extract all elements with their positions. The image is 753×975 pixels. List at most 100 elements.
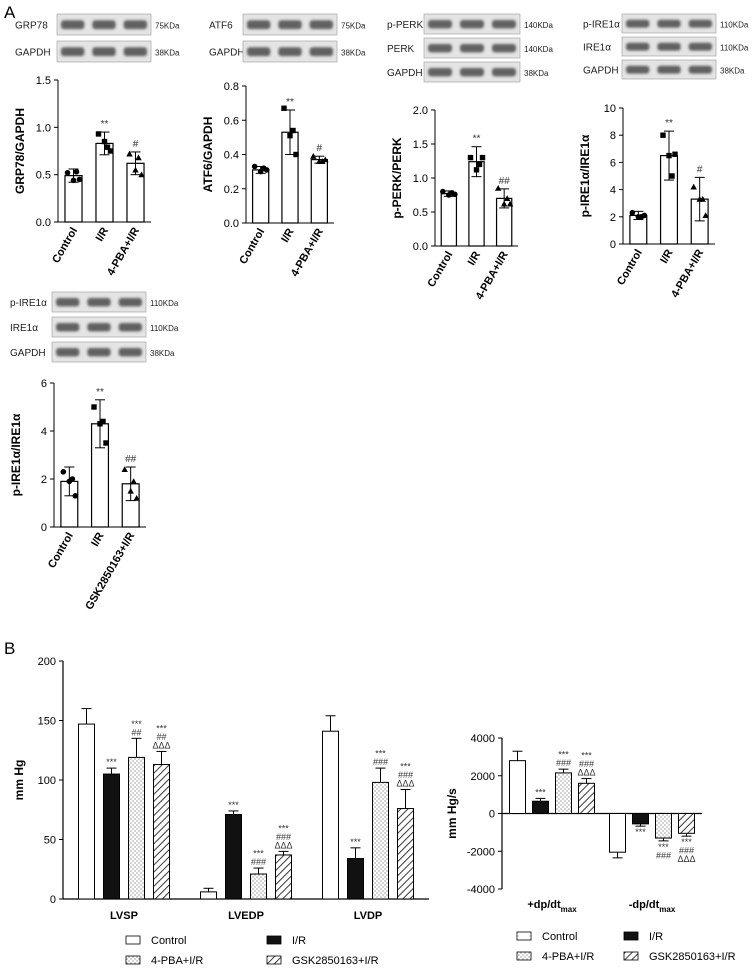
data-point <box>107 148 114 154</box>
data-point <box>666 152 672 159</box>
data-point <box>467 154 474 161</box>
blot-protein-label: GAPDH <box>15 48 51 59</box>
significance-label: *** <box>131 719 142 729</box>
y-tick-label: 0 <box>41 522 47 534</box>
bar <box>322 730 339 900</box>
blot-protein-label: GAPDH <box>387 68 423 79</box>
bar <box>632 813 649 825</box>
data-point <box>72 493 79 499</box>
blot-band <box>428 44 452 53</box>
significance-label: # <box>133 139 139 150</box>
significance-label: *** <box>635 827 646 837</box>
blot-protein-label: GAPDH <box>10 348 46 359</box>
blot-protein-label: p-IRE1α <box>583 20 620 31</box>
data-point <box>310 153 317 159</box>
significance-label: *** <box>350 837 361 847</box>
blot-kda-label: 110KDa <box>720 21 749 30</box>
bar <box>555 772 572 815</box>
significance-label: ** <box>473 134 481 145</box>
significance-label: ## <box>125 454 137 465</box>
blot-kda-label: 140KDa <box>524 45 553 54</box>
data-point <box>702 212 709 219</box>
y-tick-label: 0.0 <box>36 217 51 229</box>
significance-label: *** <box>658 842 669 852</box>
significance-label: ## <box>156 732 166 742</box>
blot-band <box>688 19 712 28</box>
significance-label: ΔΔΔ <box>152 740 170 750</box>
significance-label: *** <box>375 749 386 759</box>
bar <box>440 193 458 247</box>
blot-band <box>626 65 650 74</box>
significance-label: ### <box>556 758 571 768</box>
blot-kda-label: 38KDa <box>524 69 549 78</box>
bar <box>200 891 217 900</box>
legend-label: 4-PBA+I/R <box>151 955 203 967</box>
blot-band <box>61 47 85 57</box>
blot-kda-label: 110KDa <box>150 324 179 333</box>
y-tick-label: 6 <box>610 157 616 169</box>
significance-label: ### <box>373 757 388 767</box>
bar <box>347 858 364 900</box>
significance-label: ΔΔΔ <box>274 840 292 850</box>
panel-label-b: B <box>4 639 15 658</box>
data-point <box>503 195 511 201</box>
significance-label: # <box>317 143 323 154</box>
blot-protein-label: GRP78 <box>15 21 48 32</box>
data-point <box>103 440 109 446</box>
significance-label: *** <box>681 837 692 847</box>
significance-label: ### <box>398 770 413 780</box>
significance-label: *** <box>106 757 117 767</box>
blot-band <box>61 20 85 30</box>
data-point <box>672 151 678 157</box>
legend-left: Control I/R 4-PBA+I/R GSK2850163+I/R <box>125 935 379 967</box>
y-tick-label: 2.0 <box>413 105 428 117</box>
blot-band <box>657 42 681 51</box>
blot-band <box>87 323 111 332</box>
blot-band <box>118 323 142 332</box>
data-point <box>287 132 293 139</box>
y-tick-label: 200 <box>38 656 56 668</box>
y-tick-label: 1.0 <box>413 173 428 185</box>
data-point <box>70 177 77 184</box>
y-tick-label: 1.5 <box>413 139 428 151</box>
data-point <box>126 150 133 157</box>
legend-label: GSK2850163+I/R <box>292 955 379 967</box>
legend-swatch <box>125 955 141 965</box>
blot-kda-label: 38KDa <box>720 67 745 76</box>
significance-label: ### <box>679 846 694 856</box>
data-point <box>60 469 67 475</box>
data-point <box>130 478 137 484</box>
legend-label: I/R <box>649 931 663 943</box>
x-tick-label: Control <box>615 248 645 288</box>
blot-band <box>626 42 650 51</box>
chart-ire1: 0 2 4 6 8 10 p-IRE1α/IRE1α Control ** I/R #4-PBA+I… <box>578 103 715 300</box>
x-tick-label: I/R <box>466 249 483 267</box>
legend-swatch <box>266 935 282 945</box>
bar <box>655 813 672 839</box>
data-point <box>440 188 446 195</box>
data-point <box>73 169 80 175</box>
significance-label: ### <box>251 857 266 867</box>
blot-protein-label: ATF6 <box>209 21 233 32</box>
blot-grp78: GRP78 75KDa GAPDH 38KDa <box>15 13 180 63</box>
x-tick-label: 4-PBA+I/R <box>105 225 142 277</box>
x-tick-label: LVSP <box>110 910 138 922</box>
y-tick-label: 0.5 <box>413 207 428 219</box>
blot-band <box>92 47 116 57</box>
data-point <box>104 144 111 150</box>
significance-label: *** <box>228 800 239 810</box>
data-point <box>669 173 675 179</box>
y-tick-label: 150 <box>38 716 56 728</box>
x-tick-label: I/R <box>89 530 106 548</box>
data-point <box>69 476 76 482</box>
legend-right: Control I/R 4-PBA+I/R GSK2850163+I/R <box>516 931 736 963</box>
blot-band <box>460 44 484 53</box>
blot-band <box>657 65 681 74</box>
blot-band <box>460 68 484 77</box>
blot-kda-label: 110KDa <box>720 44 749 53</box>
blot-band <box>118 298 142 307</box>
blot-band <box>657 19 681 28</box>
bar <box>609 813 626 853</box>
y-tick-label: 0.4 <box>224 150 239 162</box>
